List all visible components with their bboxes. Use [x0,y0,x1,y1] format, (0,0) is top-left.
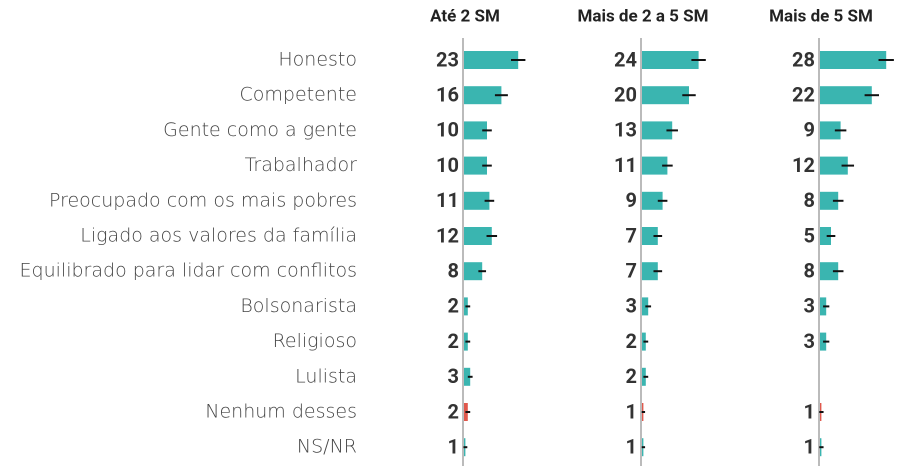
value-label: 24 [614,47,637,71]
bar [642,51,699,69]
bar [820,191,839,210]
value-label: 9 [626,188,637,212]
value-label: 3 [804,329,815,353]
category-label: Honesto [278,49,357,71]
value-label: 3 [448,364,459,388]
value-label: 10 [436,153,459,177]
bar [642,156,668,175]
category-label: Nenhum desses [205,401,357,423]
value-label: 8 [804,188,815,212]
category-label: Lulista [295,365,357,387]
value-label: 7 [626,258,637,282]
value-label: 16 [436,82,459,106]
value-label: 10 [436,118,459,142]
bar [464,367,471,386]
value-label: 23 [436,47,459,71]
bar [464,51,519,69]
value-label: 11 [436,188,459,212]
panel-header: Até 2 SM [430,6,500,26]
value-label: 2 [448,399,459,423]
bar [464,191,490,210]
category-label: Trabalhador [245,154,358,176]
category-label: NS/NR [297,436,357,458]
value-label: 1 [448,434,459,458]
value-label: 5 [804,223,815,247]
bar [642,262,658,281]
bar [642,86,689,105]
value-label: 7 [626,223,637,247]
value-label: 12 [436,223,459,247]
bar [820,51,887,69]
value-label: 2 [448,329,459,353]
bar [464,156,487,175]
bar [820,156,848,175]
value-label: 8 [804,258,815,282]
value-label: 1 [626,399,637,423]
category-label: Equilibrado para lidar com conflitos [20,260,357,282]
bar [642,191,663,210]
value-label: 3 [804,294,815,318]
bar [820,86,872,105]
bar [642,121,673,140]
value-label: 2 [626,364,637,388]
bar [820,227,831,245]
value-label: 1 [626,434,637,458]
panel-header: Mais de 2 a 5 SM [577,6,708,26]
bar [820,262,839,281]
bar [464,86,502,105]
value-label: 2 [448,294,459,318]
category-label: Competente [240,84,357,106]
value-label: 13 [614,118,637,142]
bar [642,227,658,245]
category-label: Religioso [273,330,357,352]
bar [464,227,492,245]
bar [464,262,483,281]
value-label: 9 [804,118,815,142]
value-label: 8 [448,258,459,282]
value-label: 1 [804,434,815,458]
value-label: 20 [614,82,637,106]
bar [464,121,487,140]
category-label: Bolsonarista [240,295,357,317]
value-label: 12 [792,153,815,177]
category-label: Preocupado com os mais pobres [49,189,357,211]
panel-header: Mais de 5 SM [769,6,873,26]
category-label: Gente como a gente [163,119,357,141]
value-label: 22 [792,82,815,106]
value-label: 2 [626,329,637,353]
value-label: 1 [804,399,815,423]
value-label: 28 [792,47,815,71]
bar [642,297,649,316]
value-label: 3 [626,294,637,318]
bar [820,121,841,140]
value-label: 11 [614,153,637,177]
category-label: Ligado aos valores da família [80,225,357,247]
